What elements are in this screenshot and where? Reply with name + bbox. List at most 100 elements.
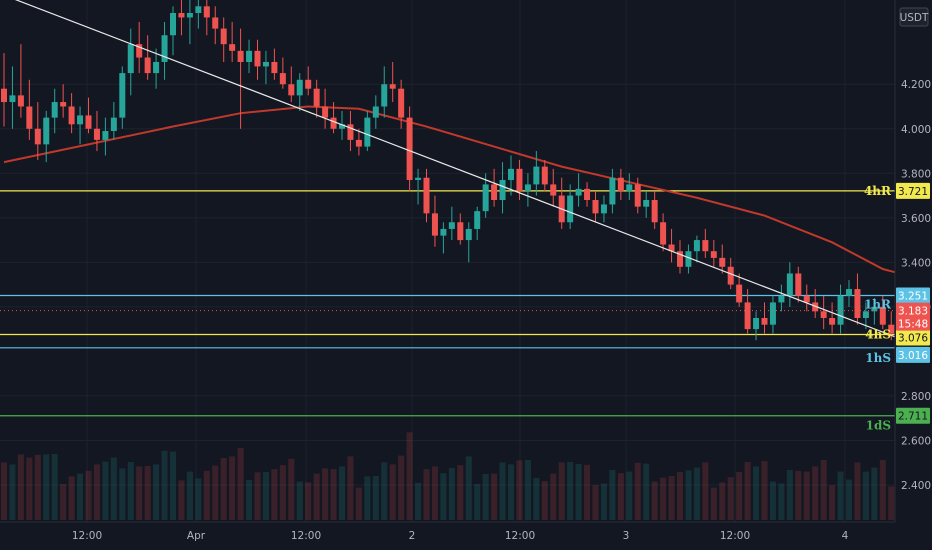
volume-bar (423, 469, 430, 520)
volume-bar (491, 473, 498, 520)
candle-body (854, 289, 861, 318)
current-price-pill-bg (896, 302, 930, 331)
candle-body (744, 302, 751, 330)
level-price-pill-bg (896, 329, 930, 346)
candle-body (288, 84, 295, 96)
trendline-path[interactable] (4, 0, 932, 358)
volume-bar (431, 466, 438, 520)
candle (271, 48, 278, 80)
candle (398, 79, 405, 129)
candle (93, 110, 100, 152)
time-tick-label: 12:00 (505, 530, 535, 542)
candle-body (178, 13, 185, 18)
volume-bar (296, 481, 303, 520)
candle-body (575, 188, 582, 196)
candle-body (677, 251, 683, 267)
candle (161, 21, 168, 80)
candle-body (778, 295, 785, 303)
volume-bar (246, 480, 253, 520)
horizontal-levels[interactable] (0, 190, 895, 417)
volume-bar (186, 471, 193, 520)
candle (795, 266, 802, 303)
time-tick-label: 12:00 (72, 530, 102, 542)
volume-bar (153, 464, 160, 520)
candle-body (93, 128, 100, 140)
volume-bars (1, 432, 929, 520)
candle (322, 88, 329, 129)
candle-body (871, 306, 878, 312)
time-axis-bg (0, 522, 895, 550)
candle (803, 284, 810, 312)
candle-body (474, 211, 481, 229)
candle (491, 168, 498, 207)
candle (364, 110, 371, 152)
candle-body (254, 50, 261, 67)
trendline[interactable] (4, 0, 932, 358)
candle-body (524, 184, 531, 192)
candle-body (584, 188, 591, 201)
candle (862, 302, 869, 330)
candle (626, 173, 633, 201)
time-tick-label: 2 (409, 530, 416, 542)
candle (693, 235, 700, 263)
candle (685, 244, 692, 274)
candle (1, 53, 7, 127)
candle (279, 57, 286, 89)
candle-body (136, 44, 143, 58)
candle-body (727, 266, 734, 285)
candle (102, 117, 109, 156)
candle-body (719, 257, 726, 267)
time-axis[interactable]: 12:00 Apr 12:00 2 12:00 3 12:00 4 (0, 521, 895, 550)
candle-body (364, 117, 371, 147)
candle-body (693, 240, 700, 252)
candle (508, 155, 514, 196)
currency-badge[interactable]: USDT (899, 7, 929, 27)
price-axis[interactable]: 4.2004.0003.8003.6003.4003.2002.8002.600… (894, 0, 932, 550)
candle (60, 84, 67, 118)
volume-bar (677, 472, 683, 520)
candle-body (229, 44, 236, 51)
volume-bar (626, 471, 633, 520)
price-tick-label: 3.400 (901, 257, 931, 269)
candle-body (406, 117, 413, 180)
volume-bar (541, 481, 548, 520)
volume-bar (592, 485, 599, 520)
candle-body (355, 139, 362, 147)
candle-body (753, 317, 760, 330)
candle (178, 0, 185, 36)
candle-body (786, 273, 793, 296)
currency-label: USDT (900, 12, 929, 24)
candle-body (347, 124, 354, 140)
volume-bar (702, 462, 709, 520)
volume-bar (288, 458, 295, 520)
volume-bar (212, 465, 219, 520)
volume-bar (347, 456, 354, 520)
candle-body (508, 168, 514, 180)
volume-bar (203, 470, 210, 520)
candle-body (271, 61, 278, 74)
volume-bar (93, 464, 100, 520)
volume-bar (795, 470, 802, 520)
candle (584, 182, 591, 207)
level-price-pill: 2.711 (896, 407, 930, 424)
candle-body (26, 106, 33, 129)
candle (753, 311, 760, 341)
candle-body (516, 168, 523, 192)
volume-bar (364, 476, 371, 520)
candle-body (761, 317, 768, 325)
candle (482, 173, 489, 218)
candles (1, 0, 929, 361)
volume-bar (584, 464, 591, 520)
candle-body (9, 95, 16, 103)
volume-bar (846, 479, 852, 520)
volume-bar (313, 473, 320, 520)
candle (203, 0, 210, 36)
volume-bar (161, 450, 168, 520)
candle (77, 106, 84, 145)
volume-bar (600, 483, 607, 520)
candle (820, 295, 827, 330)
volume-bar (533, 478, 540, 520)
volume-bar (229, 456, 236, 520)
